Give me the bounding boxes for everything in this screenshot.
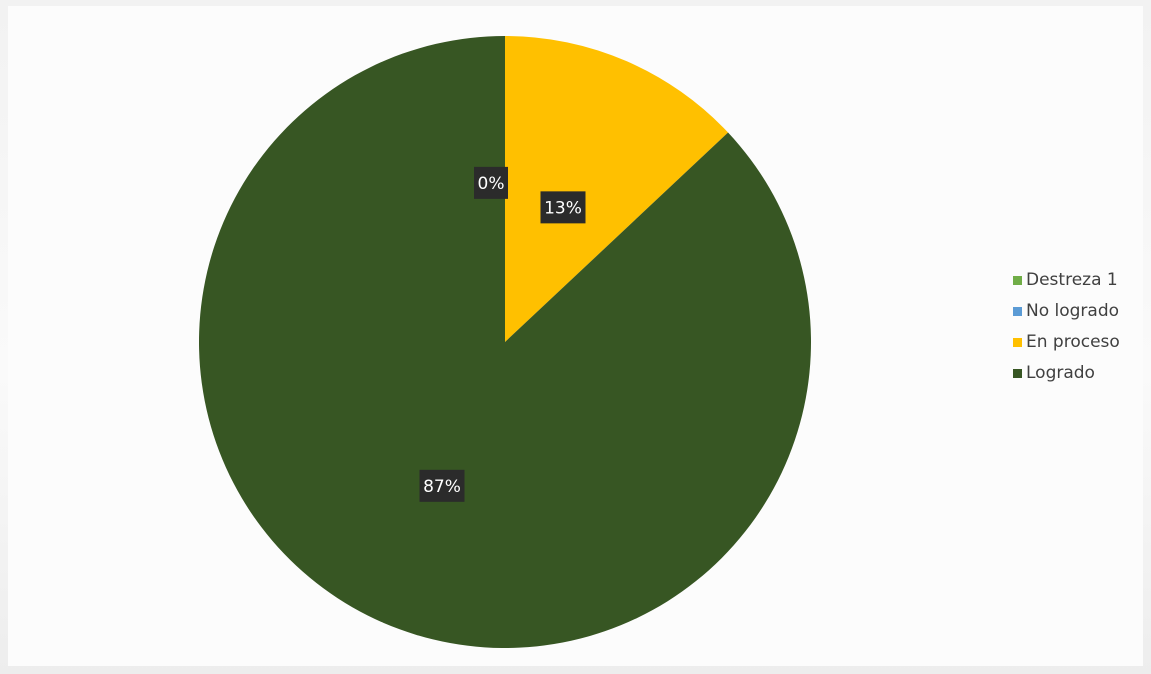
legend-item-destreza-1: Destreza 1 [1013, 265, 1143, 295]
data-label-box [474, 166, 508, 199]
data-label-text: 87% [423, 477, 461, 497]
pie-slice-logrado [198, 36, 811, 648]
legend-item-no-logrado: No logrado [1013, 296, 1143, 326]
legend-swatch [1013, 306, 1022, 316]
data-label-logrado: 87% [419, 469, 465, 502]
legend-label: En proceso [1026, 332, 1120, 352]
data-label-no-logrado: 0% [474, 166, 508, 199]
data-label-text: 0% [478, 174, 505, 194]
data-label-box [540, 191, 586, 224]
legend-item-en-proceso: En proceso [1013, 327, 1143, 357]
legend-swatch [1013, 275, 1022, 285]
legend-label: Destreza 1 [1026, 270, 1118, 290]
pie-slice-en-proceso [505, 36, 729, 342]
data-label-box [419, 469, 465, 502]
data-label-text: 13% [544, 198, 582, 218]
legend-item-logrado: Logrado [1013, 358, 1143, 388]
data-label-en-proceso: 13% [540, 191, 586, 224]
chart-legend: Destreza 1 No logrado En proceso Logrado [1013, 265, 1143, 389]
legend-swatch [1013, 368, 1022, 378]
legend-swatch [1013, 337, 1022, 347]
legend-label: Logrado [1026, 363, 1095, 383]
legend-label: No logrado [1026, 301, 1120, 321]
